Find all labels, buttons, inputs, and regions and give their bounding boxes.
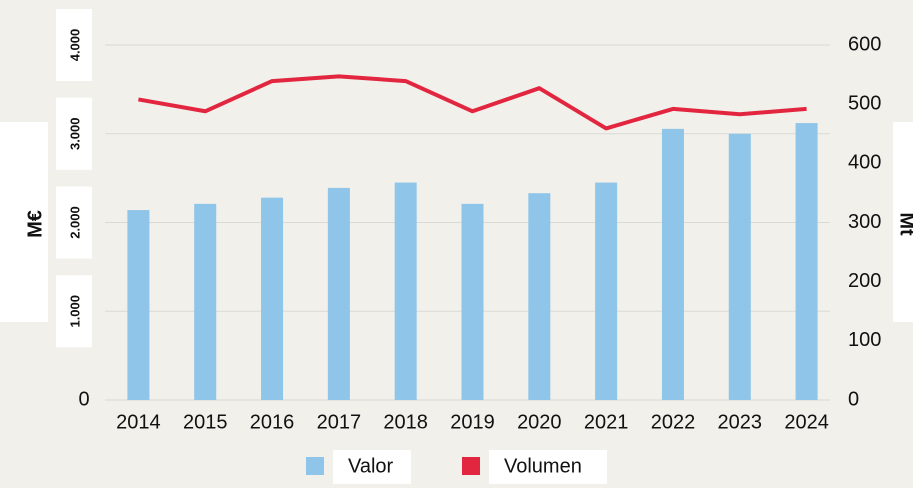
y-tick-label: 3.000 <box>67 117 82 150</box>
legend-swatch <box>306 457 324 475</box>
y2-axis-label: Mt <box>896 212 913 236</box>
x-tick-label: 2021 <box>584 411 629 433</box>
y-axis-label: M€ <box>24 210 46 238</box>
panel <box>893 122 913 322</box>
legend-label: Valor <box>348 455 394 477</box>
bar <box>461 203 484 400</box>
line <box>138 74 807 131</box>
legend-label-box <box>333 450 411 484</box>
x-tick-label: 2023 <box>718 411 763 433</box>
tick-label-box <box>56 9 92 81</box>
y2-tick-label: 100 <box>848 329 881 351</box>
y-tick-label: 0 <box>78 388 89 410</box>
panel <box>0 122 48 322</box>
tick-label-box <box>56 275 92 348</box>
bar <box>795 123 818 400</box>
y-tick-label: 2.000 <box>67 206 82 239</box>
bar <box>327 187 350 400</box>
x-tick-label: 2022 <box>651 411 696 433</box>
legend-label-box <box>489 450 607 484</box>
legend-swatch <box>462 457 480 475</box>
bar <box>127 210 150 400</box>
y2-tick-label: 200 <box>848 270 881 292</box>
x-tick-label: 2016 <box>250 411 295 433</box>
bar <box>661 128 684 400</box>
x-tick-label: 2018 <box>383 411 428 433</box>
x-tick-label: 2019 <box>450 411 495 433</box>
legend-label: Volumen <box>504 455 582 477</box>
y-tick-label: 1.000 <box>67 295 82 328</box>
tick-label-box <box>56 186 92 259</box>
y2-tick-label: 0 <box>848 388 859 410</box>
y2-tick-label: 600 <box>848 33 881 55</box>
bar <box>394 182 417 400</box>
bar <box>528 193 551 400</box>
y2-tick-label: 300 <box>848 211 881 233</box>
y2-tick-label: 400 <box>848 152 881 174</box>
bar <box>261 197 284 400</box>
x-tick-label: 2015 <box>183 411 228 433</box>
x-tick-label: 2014 <box>116 411 161 433</box>
x-tick-label: 2024 <box>784 411 829 433</box>
bar <box>728 133 751 400</box>
bar <box>595 182 618 400</box>
x-tick-label: 2020 <box>517 411 562 433</box>
y-tick-label: 4.000 <box>67 29 82 62</box>
bar <box>194 203 217 400</box>
x-tick-label: 2017 <box>317 411 362 433</box>
tick-label-box <box>56 97 92 170</box>
y2-tick-label: 500 <box>848 92 881 114</box>
